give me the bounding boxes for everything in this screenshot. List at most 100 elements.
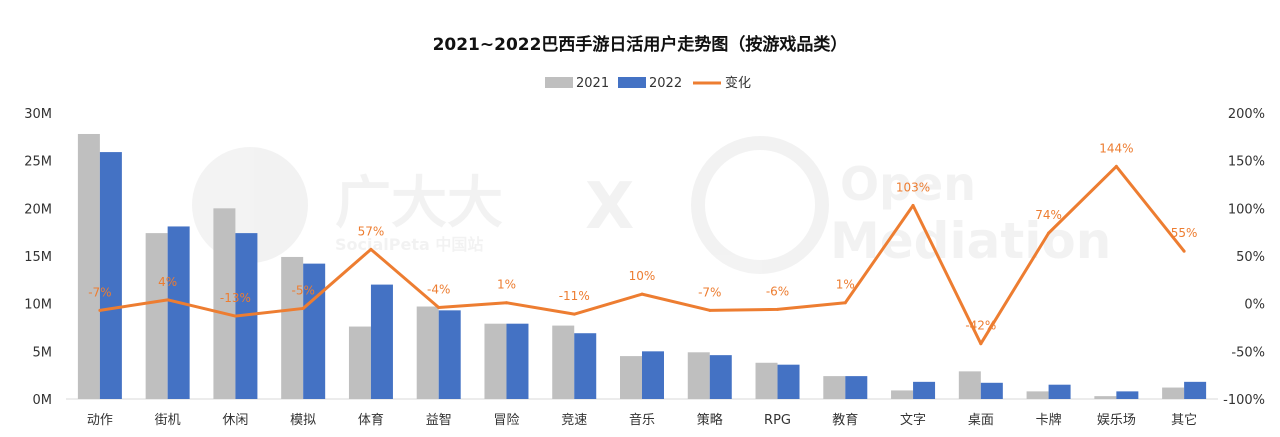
change-point <box>233 314 237 318</box>
y-right-tick-label: 100% <box>1228 202 1265 217</box>
change-data-label: 57% <box>358 224 385 238</box>
bar-2022 <box>777 364 800 399</box>
change-point <box>979 342 983 346</box>
bar-2021 <box>1094 396 1117 399</box>
bar-2021 <box>213 208 236 399</box>
change-labels: -7% 4% -13% -5% 57% -4% 1% -11% 10% -7% -6% 1% 103% -… <box>88 141 1197 332</box>
x-tick-label: 体育 <box>358 412 384 428</box>
change-data-label: -11% <box>559 289 590 303</box>
bar-2021 <box>348 326 371 399</box>
legend-label-change: 变化 <box>725 75 751 91</box>
bar-2022 <box>913 381 936 399</box>
x-tick-label: 模拟 <box>290 413 316 428</box>
change-point <box>369 247 373 251</box>
x-tick-label: 娱乐场 <box>1097 413 1136 428</box>
bar-2022 <box>845 376 868 399</box>
change-data-label: 1% <box>836 278 855 292</box>
bar-2022 <box>506 323 529 399</box>
change-data-label: 74% <box>1035 208 1062 222</box>
change-data-label: -5% <box>291 283 314 297</box>
bar-2021 <box>823 376 846 399</box>
change-data-label: -4% <box>427 282 450 296</box>
bar-2022 <box>709 355 732 399</box>
x-tick-label: 其它 <box>1171 412 1197 428</box>
x-tick-label: 文字 <box>900 413 926 428</box>
legend-item-2022: 2022 <box>618 76 682 91</box>
change-data-label: 103% <box>896 180 930 194</box>
change-data-label: -6% <box>766 284 789 298</box>
x-tick-label: 益智 <box>426 413 452 428</box>
bar-2021 <box>958 371 981 399</box>
y-right-tick-label: 200% <box>1228 107 1265 122</box>
bar-2021 <box>891 390 914 399</box>
change-data-label: 1% <box>497 278 516 292</box>
bar-2021 <box>620 356 642 399</box>
bar-2022 <box>303 263 326 399</box>
x-tick-label: 卡牌 <box>1036 412 1062 428</box>
x-tick-label: 教育 <box>832 412 858 428</box>
change-data-label: 144% <box>1099 141 1133 155</box>
legend-swatch-2021 <box>545 77 573 88</box>
change-point <box>640 292 644 296</box>
x-tick-label: 冒险 <box>493 413 519 428</box>
bar-2021 <box>1162 387 1185 399</box>
axes: 0M 5M 10M 15M 20M 25M 30M -100% -50% 0% 50% 100% 150… <box>24 107 1265 428</box>
change-data-label: -42% <box>965 319 996 333</box>
bar-2021 <box>1026 391 1049 399</box>
change-point <box>504 301 508 305</box>
change-point <box>1047 231 1051 235</box>
x-tick-label: 街机 <box>155 413 181 428</box>
legend-item-2021: 2021 <box>545 76 609 91</box>
bar-2021 <box>77 133 100 399</box>
y-left-tick-label: 30M <box>24 107 52 122</box>
watermark-m-logo-icon <box>691 136 829 274</box>
y-left-tick-label: 5M <box>33 345 53 360</box>
bar-2021 <box>281 256 304 399</box>
change-point <box>776 307 780 311</box>
bar-2022 <box>980 382 1003 399</box>
x-tick-label: RPG <box>764 413 791 428</box>
bar-2022 <box>99 152 122 399</box>
bar-2021 <box>484 323 507 399</box>
chart-title: 2021~2022巴西手游日活用户走势图（按游戏品类） <box>433 34 848 55</box>
bar-2022 <box>574 333 597 399</box>
y-left-tick-label: 0M <box>33 393 53 408</box>
legend-item-change: 变化 <box>693 75 751 91</box>
y-right-tick-label: -100% <box>1223 393 1265 408</box>
watermark: 广大大 SocialPeta 中国站 X Open Mediation <box>192 136 1111 274</box>
change-point <box>572 312 576 316</box>
watermark-left-main: 广大大 <box>335 171 503 236</box>
y-left-tick-label: 10M <box>24 298 52 313</box>
change-point <box>166 298 170 302</box>
bars <box>77 133 1207 399</box>
change-data-label: -13% <box>220 291 251 305</box>
watermark-separator: X <box>585 170 634 244</box>
bar-2022 <box>1184 381 1207 399</box>
y-right-tick-label: 0% <box>1244 298 1265 313</box>
change-line <box>98 164 1186 346</box>
bar-2022 <box>1116 391 1139 399</box>
bar-2022 <box>642 351 664 399</box>
change-point <box>1114 164 1118 168</box>
change-point <box>437 305 441 309</box>
change-point <box>1182 249 1186 253</box>
bar-2022 <box>370 284 393 399</box>
change-point <box>708 308 712 312</box>
y-left-tick-label: 25M <box>24 155 52 170</box>
legend-label-2021: 2021 <box>576 76 609 91</box>
bar-2022 <box>1048 384 1071 399</box>
legend-label-2022: 2022 <box>649 76 682 91</box>
bar-2022 <box>167 226 190 399</box>
legend-swatch-2022 <box>618 77 646 88</box>
x-tick-label: 音乐 <box>629 412 655 428</box>
y-right-tick-label: -50% <box>1231 345 1265 360</box>
x-tick-label: 动作 <box>87 413 113 428</box>
bar-2021 <box>145 233 168 399</box>
y-left-tick-label: 15M <box>24 250 52 265</box>
watermark-right-bottom: Mediation <box>830 212 1111 270</box>
change-point <box>843 301 847 305</box>
x-tick-label: 休闲 <box>222 413 248 428</box>
bar-2022 <box>438 310 461 399</box>
